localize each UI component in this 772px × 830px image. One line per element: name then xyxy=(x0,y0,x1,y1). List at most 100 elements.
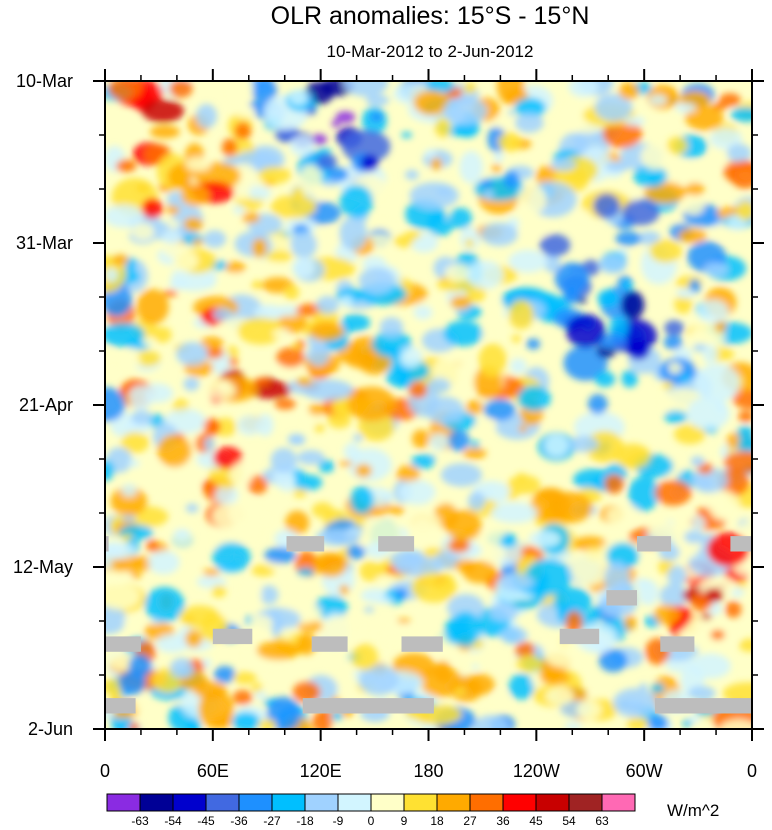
anomaly-cell xyxy=(183,377,200,391)
anomaly-cell xyxy=(490,502,538,524)
anomaly-cell xyxy=(466,260,504,289)
anomaly-cell xyxy=(401,132,413,138)
anomaly-cell xyxy=(276,347,306,368)
colorbar-level-label: 9 xyxy=(401,814,408,828)
anomaly-cell xyxy=(525,558,572,596)
anomaly-cell xyxy=(489,602,518,622)
colorbar-units: W/m^2 xyxy=(667,801,719,820)
x-tick-label: 0 xyxy=(100,761,110,781)
anomaly-cell xyxy=(598,648,628,673)
anomaly-cell xyxy=(621,369,638,388)
anomaly-cell xyxy=(289,435,306,446)
anomaly-cell xyxy=(405,169,419,180)
anomaly-cell xyxy=(233,671,257,685)
anomaly-cell xyxy=(723,450,752,473)
colorbar-swatch xyxy=(106,793,141,812)
anomaly-cell xyxy=(360,154,379,172)
anomaly-cell xyxy=(131,223,155,241)
anomaly-cell xyxy=(618,82,640,100)
colorbar-swatch xyxy=(535,793,570,812)
anomaly-cell xyxy=(270,447,297,473)
anomaly-cell xyxy=(427,377,451,393)
anomaly-cell xyxy=(568,435,599,453)
anomaly-cell xyxy=(640,143,670,170)
colorbar-swatch xyxy=(469,793,504,812)
anomaly-cell xyxy=(354,518,364,527)
anomaly-cell xyxy=(637,231,661,245)
anomaly-cell xyxy=(331,119,341,128)
anomaly-cell xyxy=(648,94,668,106)
anomaly-cell xyxy=(288,89,308,106)
anomaly-cell xyxy=(667,136,688,155)
anomaly-cell xyxy=(578,209,591,221)
anomaly-cell xyxy=(204,437,215,451)
anomaly-cell xyxy=(272,328,289,340)
anomaly-cell xyxy=(612,688,658,718)
anomaly-cell xyxy=(431,495,449,504)
colorbar-swatch xyxy=(337,793,372,812)
colorbar-swatch xyxy=(271,793,306,812)
anomaly-cell xyxy=(105,322,145,347)
anomaly-cell xyxy=(277,312,308,334)
anomaly-cell xyxy=(156,633,189,654)
anomaly-cell xyxy=(685,182,705,196)
anomaly-cell xyxy=(214,485,239,506)
colorbar-level-label: -63 xyxy=(131,814,149,828)
anomaly-cell xyxy=(499,626,528,645)
anomaly-cell xyxy=(256,413,274,437)
anomaly-cell xyxy=(517,218,552,238)
anomaly-cell xyxy=(105,583,141,610)
anomaly-cell xyxy=(449,207,472,229)
anomaly-cell xyxy=(706,640,726,652)
anomaly-cell xyxy=(355,463,372,478)
anomaly-cell xyxy=(254,690,267,700)
x-tick-label: 120W xyxy=(513,761,560,781)
anomaly-cell xyxy=(110,558,129,572)
anomaly-cell xyxy=(296,378,313,386)
anomaly-cell xyxy=(359,561,382,582)
anomaly-cell xyxy=(654,479,692,506)
anomaly-cell xyxy=(262,308,272,318)
anomaly-cell xyxy=(405,230,421,240)
anomaly-cell xyxy=(730,160,752,189)
anomaly-cell xyxy=(258,515,271,523)
anomaly-cell xyxy=(453,688,466,696)
missing-data-bar xyxy=(105,698,136,714)
missing-data-bar xyxy=(660,636,695,652)
anomaly-cell xyxy=(624,615,637,631)
anomaly-cell xyxy=(662,381,673,390)
anomaly-cell xyxy=(503,170,520,189)
anomaly-cell xyxy=(291,342,303,350)
anomaly-cell xyxy=(127,348,140,363)
missing-data-bar xyxy=(378,536,415,552)
anomaly-cell xyxy=(198,689,235,729)
anomaly-cell xyxy=(540,670,571,685)
missing-data-bar xyxy=(105,536,109,552)
anomaly-cell xyxy=(141,198,163,219)
anomaly-cell xyxy=(340,314,371,332)
colorbar-swatch xyxy=(238,793,273,812)
anomaly-cell xyxy=(460,227,480,251)
anomaly-cell xyxy=(732,389,752,410)
anomaly-cell xyxy=(131,410,153,425)
anomaly-cell xyxy=(719,93,741,107)
anomaly-cell xyxy=(235,185,251,200)
anomaly-cell xyxy=(511,334,522,343)
anomaly-cell xyxy=(651,683,665,694)
anomaly-cell xyxy=(445,509,482,542)
anomaly-cell xyxy=(316,153,337,170)
anomaly-cell xyxy=(146,539,159,552)
anomaly-cell xyxy=(737,425,752,441)
anomaly-cell xyxy=(200,657,212,669)
y-tick-label: 12-May xyxy=(13,557,73,577)
missing-data-bar xyxy=(606,590,637,606)
anomaly-cell xyxy=(105,267,119,283)
anomaly-cell xyxy=(118,670,146,695)
anomaly-cell xyxy=(463,82,477,94)
missing-data-bar xyxy=(401,636,443,652)
anomaly-cell xyxy=(624,116,646,127)
anomaly-cell xyxy=(312,710,333,729)
missing-data-bar xyxy=(730,536,752,552)
anomaly-cell xyxy=(257,719,277,729)
